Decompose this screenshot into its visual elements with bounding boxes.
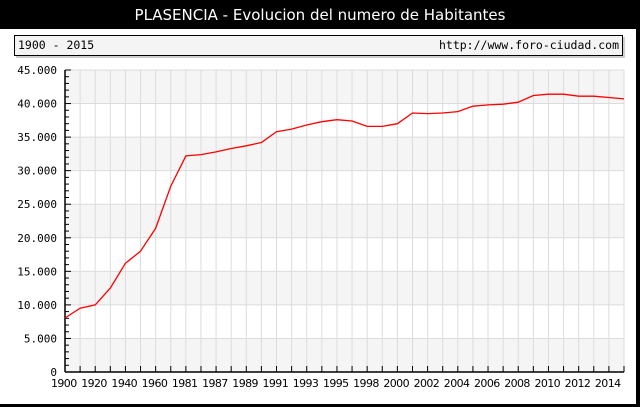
x-tick-label: 2010 xyxy=(534,377,560,390)
horizontal-gridlines xyxy=(65,69,624,373)
y-tick-label: 5.000 xyxy=(24,332,57,345)
x-tick-label: 1991 xyxy=(263,377,289,390)
x-axis-labels: 1900 1920 1940 1960 1981 1987 1989 1991 1993 1995… xyxy=(51,377,622,390)
x-tick-label: 1995 xyxy=(323,377,349,390)
x-tick-label: 1987 xyxy=(202,377,228,390)
y-tick-label: 10.000 xyxy=(17,299,57,312)
x-tick-label: 1981 xyxy=(172,377,198,390)
stripe-band xyxy=(65,204,624,238)
population-line xyxy=(64,93,625,319)
stripe-band xyxy=(65,137,624,171)
x-tick-label: 1940 xyxy=(111,377,137,390)
x-tick-label: 1920 xyxy=(81,377,107,390)
x-tick-label: 2012 xyxy=(565,377,591,390)
vertical-gridlines xyxy=(79,70,625,372)
chart-title: PLASENCIA - Evolucion del numero de Habi… xyxy=(0,0,640,29)
x-tick-label: 2008 xyxy=(504,377,530,390)
y-tick-label: 30.000 xyxy=(17,165,57,178)
y-tick-label: 0 xyxy=(50,366,57,379)
x-tick-label: 2004 xyxy=(444,377,470,390)
x-tick-label: 1989 xyxy=(232,377,258,390)
y-tick-label: 40.000 xyxy=(17,98,57,111)
x-tick-label: 1993 xyxy=(293,377,319,390)
x-tick-label: 1900 xyxy=(51,377,77,390)
info-bar: 1900 - 2015 http://www.foro-ciudad.com xyxy=(14,35,623,56)
x-tick-label: 2002 xyxy=(414,377,440,390)
x-tick-label: 1998 xyxy=(353,377,379,390)
y-tick-label: 15.000 xyxy=(17,265,57,278)
y-tick-label: 45.000 xyxy=(17,64,57,77)
chart-axes xyxy=(64,69,625,373)
source-url-link[interactable]: http://www.foro-ciudad.com xyxy=(438,38,619,52)
y-tick-label: 25.000 xyxy=(17,198,57,211)
y-tick-label: 20.000 xyxy=(17,232,57,245)
x-tick-label: 2006 xyxy=(474,377,500,390)
y-tick-label: 35.000 xyxy=(17,131,57,144)
x-tick-label: 1960 xyxy=(142,377,168,390)
stripe-band xyxy=(65,70,624,104)
stripe-band xyxy=(65,338,624,372)
x-tick-label: 2014 xyxy=(595,377,621,390)
stripe-band xyxy=(65,271,624,305)
y-axis-labels: 0 5.000 10.000 15.000 20.000 25.000 30.000 35.0… xyxy=(17,64,57,379)
chart-background-stripes xyxy=(65,70,624,372)
x-tick-label: 2000 xyxy=(383,377,409,390)
year-range-label: 1900 - 2015 xyxy=(18,38,95,52)
